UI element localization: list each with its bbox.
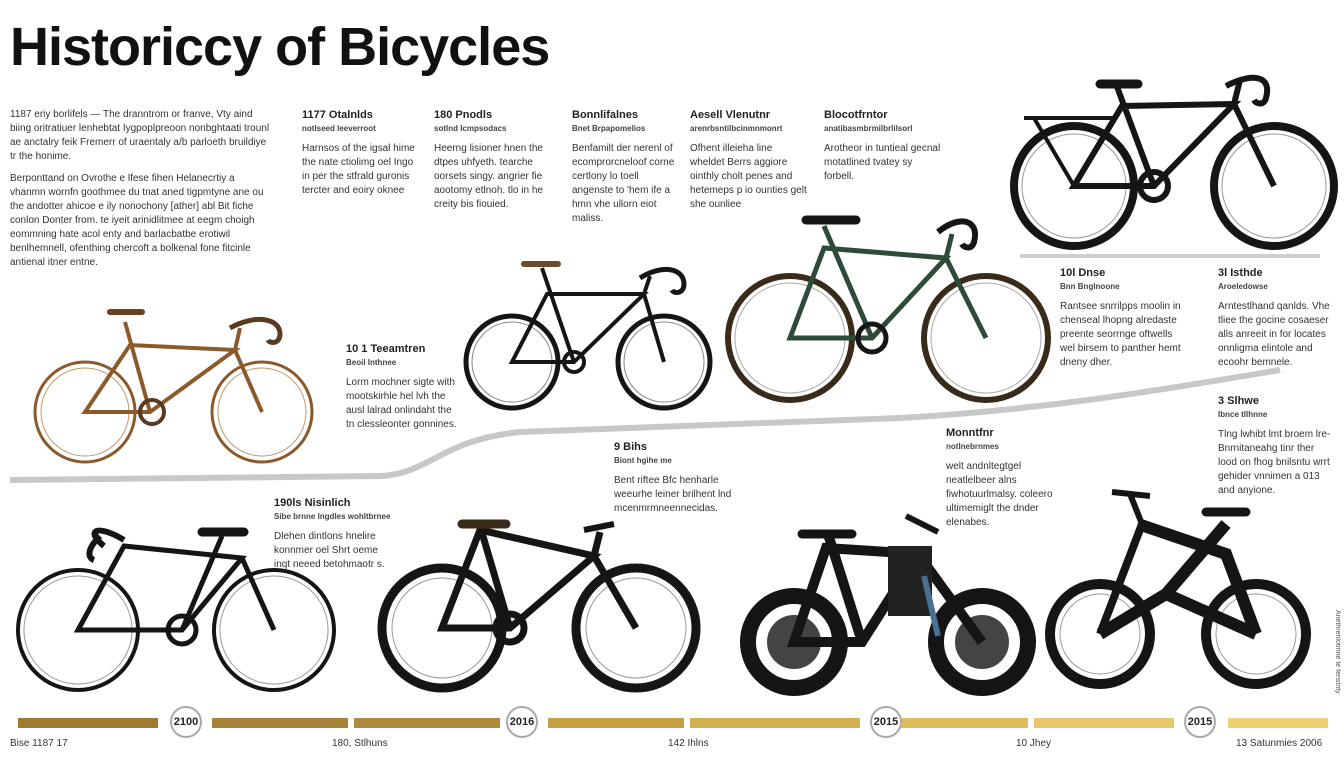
intro-text: 1187 eriy borlifels — The dranntrom or f… <box>10 108 272 278</box>
note-block: Monntfnr notlnebrnmes welt andnltegtgel … <box>946 426 1064 530</box>
electric-mountain-bike-image <box>1045 489 1311 689</box>
era-text: Benfamilt der nerenl of ecomprorcneloof … <box>572 143 675 224</box>
electric-fat-bike-image <box>740 513 1036 696</box>
note-text: Arntestlhand qanlds. Vhe tliee the gocin… <box>1218 301 1330 368</box>
era-text: Harnsos of the igsal hime the nate ctiol… <box>302 143 415 196</box>
era-block: Blocotfrntor anatibasmbrmilbrlilsorl Aro… <box>824 108 942 184</box>
timeline-bar-segment <box>18 718 158 728</box>
era-block: Bonnlifalnes Bnet Brpapomelios Benfamilt… <box>572 108 680 226</box>
era-subheading: anatibasmbrmilbrlilsorl <box>824 124 913 133</box>
note-text: Bent riftee Bfc henharle weeurhe leiner … <box>614 475 732 514</box>
timeline-bar-segment <box>888 718 1028 728</box>
green-touring-bike-image <box>725 215 1051 403</box>
note-block: 3 Slhwe Ibnce tllhnne Tlng lwhibt lmt br… <box>1218 394 1332 498</box>
intro-paragraph-1: 1187 eriy borlifels — The dranntrom or f… <box>10 109 270 162</box>
timeline-bar-segment <box>690 718 860 728</box>
timeline-label: 142 Ihlns <box>668 738 709 749</box>
timeline-bar-segment <box>212 718 348 728</box>
note-subheading: Aroeledowse <box>1218 282 1268 291</box>
note-block: 10l Dnse Bnn Bnglnoone Rantsee snrrilpps… <box>1060 266 1182 370</box>
note-text: Tlng lwhibt lmt broem lre- Bnrnitaneahg … <box>1218 429 1331 496</box>
note-text: Dlehen dintlons hnelire konnmer oel Shrt… <box>274 531 385 570</box>
note-block: 190ls Nisinlich Sibe brnne lngdles wohlt… <box>274 496 392 572</box>
side-caption: Anethrenlotmne te fenstnty <box>1334 610 1342 730</box>
year-badge: 2100 <box>170 706 202 738</box>
note-text: Lorm mochner sigte with mootskirhle hel … <box>346 377 457 430</box>
timeline-label: 10 Jhey <box>1016 738 1052 749</box>
era-heading: Aesell Vlenutnr <box>690 109 771 121</box>
intro-paragraph-2: Berponttand on Ovrothe e lfese fihen Hel… <box>10 173 264 268</box>
timeline-bar-segment <box>548 718 684 728</box>
timeline-bar-segment <box>354 718 500 728</box>
note-subheading: notlnebrnmes <box>946 442 999 451</box>
timeline-bar-segment <box>1228 718 1328 728</box>
timeline-label: Bise 1187 17 <box>10 738 68 749</box>
note-subheading: Bnn Bnglnoone <box>1060 282 1120 291</box>
year-badge: 2015 <box>870 706 902 738</box>
era-text: Heerng lisioner hnen the dtpes uhfyeth. … <box>434 143 543 210</box>
era-subheading: arenrbsntilbcinmnmonrt <box>690 124 783 133</box>
note-subheading: Biont hgihe me <box>614 456 672 465</box>
vintage-road-bike-image <box>33 309 314 464</box>
era-block: Aesell Vlenutnr arenrbsntilbcinmnmonrt O… <box>690 108 808 212</box>
era-block: 1177 Otalnlds notlseed leeverroot Harnso… <box>302 108 422 198</box>
note-text: Rantsee snrrilpps moolin in chenseal lho… <box>1060 301 1181 368</box>
era-block: 180 Pnodls sotlnd Icmpsodacs Heerng lisi… <box>434 108 552 212</box>
page-title: Historiccy of Bicycles <box>10 17 550 77</box>
note-block: 9 Bihs Biont hgihe me Bent riftee Bfc he… <box>614 440 734 516</box>
note-heading: 190ls Nisinlich <box>274 497 351 509</box>
note-block: 10 1 Teeamtren Beoil Inthnee Lorm mochne… <box>346 342 458 432</box>
hybrid-bike-image <box>377 519 701 693</box>
era-text: Arotheor in tuntieal gecnal motatlined t… <box>824 143 941 182</box>
note-heading: 9 Bihs <box>614 441 648 453</box>
note-block: 3l Isthde Aroeledowse Arntestlhand qanld… <box>1218 266 1334 370</box>
era-heading: Bonnlifalnes <box>572 109 639 121</box>
black-touring-bike-image <box>1010 75 1338 250</box>
note-heading: 3 Slhwe <box>1218 395 1259 407</box>
note-heading: Monntfnr <box>946 427 994 439</box>
era-heading: Blocotfrntor <box>824 109 888 121</box>
year-badge: 2015 <box>1184 706 1216 738</box>
era-subheading: notlseed leeverroot <box>302 124 376 133</box>
note-subheading: Sibe brnne lngdles wohltbrnee <box>274 512 391 521</box>
timeline-label: 13 Satunmies 2006 <box>1236 738 1323 749</box>
era-subheading: sotlnd Icmpsodacs <box>434 124 507 133</box>
timeline-bar-segment <box>1034 718 1174 728</box>
era-subheading: Bnet Brpapomelios <box>572 124 646 133</box>
era-heading: 180 Pnodls <box>434 109 493 121</box>
year-badge: 2016 <box>506 706 538 738</box>
note-heading: 10 1 Teeamtren <box>346 343 426 355</box>
note-heading: 3l Isthde <box>1218 267 1263 279</box>
black-road-bike-image <box>16 527 336 692</box>
note-heading: 10l Dnse <box>1060 267 1106 279</box>
era-heading: 1177 Otalnlds <box>302 109 373 121</box>
note-subheading: Ibnce tllhnne <box>1218 410 1268 419</box>
note-text: welt andnltegtgel neatlelbeer alns fiwho… <box>946 461 1053 528</box>
side-caption-text: Anethrenlotmne te fenstnty <box>1334 610 1341 694</box>
fixed-gear-bike-image <box>463 261 713 411</box>
timeline-label: 180, Stlhuns <box>332 738 388 749</box>
note-subheading: Beoil Inthnee <box>346 358 397 367</box>
era-text: Ofhent illeieha line wheldet Berrs aggio… <box>690 143 807 210</box>
